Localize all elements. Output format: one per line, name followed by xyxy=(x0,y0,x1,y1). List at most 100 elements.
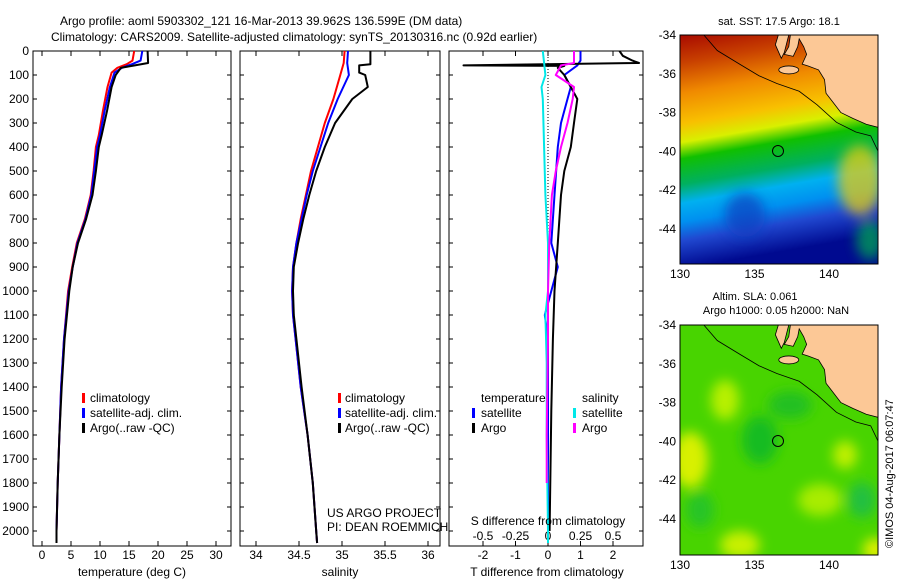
series-line-argo-raw-qc xyxy=(55,50,150,543)
sla-map-title: Altim. SLA: 0.061 xyxy=(713,291,798,303)
legend-label: climatology xyxy=(90,391,150,405)
sla-land xyxy=(703,325,878,442)
x-tick-label: 34 xyxy=(249,548,263,562)
series-line-t-argo xyxy=(462,50,640,532)
map-y-tick-label: -34 xyxy=(659,28,677,42)
sla-low-patch xyxy=(686,492,714,528)
map-y-tick-label: -36 xyxy=(659,67,677,81)
series-line-argo-raw-qc xyxy=(292,51,372,544)
x2-tick-label: -0.5 xyxy=(473,529,494,543)
y-tick-label: 1600 xyxy=(2,428,29,442)
x-tick-label: 5 xyxy=(68,548,75,562)
x2-tick-label: 0.5 xyxy=(605,529,622,543)
legend-label: Argo xyxy=(481,421,507,435)
sla-map-frame xyxy=(679,324,879,556)
figure-title-line2: Climatology: CARS2009. Satellite-adjuste… xyxy=(51,30,537,44)
x-tick-label: 1 xyxy=(577,548,584,562)
sst-green-patch xyxy=(856,220,878,260)
map-x-tick-label: 140 xyxy=(819,558,839,572)
legend-label: Argo(..raw -QC) xyxy=(345,421,430,435)
map-y-tick-label: -34 xyxy=(659,318,677,332)
y-tick-label: 1500 xyxy=(2,404,29,418)
x2-axis-label-s-difference: S difference from climatology xyxy=(471,514,626,528)
sla-low-patch xyxy=(768,391,812,419)
sst-land xyxy=(703,35,878,152)
map-y-tick-label: -38 xyxy=(659,106,677,120)
map-y-tick-label: -44 xyxy=(659,512,677,526)
land-peninsula xyxy=(774,325,790,350)
x-tick-label: 10 xyxy=(93,548,107,562)
x-tick-label: -2 xyxy=(478,548,489,562)
x-tick-label: 0 xyxy=(545,548,552,562)
y-tick-label: 500 xyxy=(9,164,29,178)
y-tick-label: 400 xyxy=(9,140,29,154)
legend-swatch-s-satellite xyxy=(573,408,576,418)
series-line-climatology xyxy=(291,50,346,544)
legend-swatch-satellite xyxy=(338,408,341,418)
difference-panel-frame xyxy=(448,50,644,547)
sla-low-patch xyxy=(848,482,876,518)
legend-title-temperature: temperature xyxy=(481,391,546,405)
map-y-tick-label: -40 xyxy=(659,434,677,448)
sst-map-title: sat. SST: 17.5 Argo: 18.1 xyxy=(718,16,840,28)
sla-high-patch xyxy=(680,432,708,488)
legend-label: satellite xyxy=(582,406,623,420)
sst-argo-position-marker xyxy=(772,145,784,157)
x2-tick-label: 0.25 xyxy=(569,529,593,543)
y-tick-label: 1800 xyxy=(2,476,29,490)
map-x-tick-label: 135 xyxy=(744,558,764,572)
y-tick-label: 1300 xyxy=(2,356,29,370)
legend-label: satellite xyxy=(481,406,522,420)
map-x-tick-label: 130 xyxy=(670,267,690,281)
y-tick-label: 700 xyxy=(9,212,29,226)
y-tick-label: 100 xyxy=(9,68,29,82)
x-tick-label: -1 xyxy=(510,548,521,562)
sla-high-patch xyxy=(833,441,857,469)
legend-swatch-climatology xyxy=(338,393,341,403)
project-annotation: US ARGO PROJECT xyxy=(327,506,442,520)
land-mainland xyxy=(783,325,878,418)
x-tick-label: 0 xyxy=(39,548,46,562)
x-tick-label: 36 xyxy=(421,548,435,562)
profile-series xyxy=(55,50,640,544)
legend-swatch-climatology xyxy=(82,393,85,403)
sla-map xyxy=(680,325,878,555)
land-peninsula xyxy=(774,35,790,60)
x-tick-label: 30 xyxy=(209,548,223,562)
y-tick-label: 900 xyxy=(9,260,29,274)
sla-argo-position-marker xyxy=(772,435,784,447)
map-x-tick-label: 140 xyxy=(819,267,839,281)
legend-swatch-t-satellite xyxy=(472,408,475,418)
sla-high-patch xyxy=(798,484,842,516)
x-tick-label: 20 xyxy=(151,548,165,562)
map-y-tick-label: -42 xyxy=(659,183,677,197)
x-axis-label-t-difference: T difference from climatology xyxy=(470,565,624,579)
y-tick-label: 600 xyxy=(9,188,29,202)
map-x-tick-label: 135 xyxy=(744,267,764,281)
y-tick-label: 0 xyxy=(22,44,29,58)
y-tick-label: 1400 xyxy=(2,380,29,394)
temperature-panel-frame xyxy=(32,50,232,547)
y-tick-label: 200 xyxy=(9,92,29,106)
sst-cool-patch xyxy=(725,193,765,237)
legend-swatch-s-argo xyxy=(573,423,576,433)
map-x-tick-label: 130 xyxy=(670,558,690,572)
y-tick-label: 1700 xyxy=(2,452,29,466)
salinity-panel-frame xyxy=(239,50,441,547)
temperature-legend: climatology satellite-adj. clim. Argo(..… xyxy=(82,391,182,435)
legend-swatch-satellite xyxy=(82,408,85,418)
map-y-tick-label: -42 xyxy=(659,473,677,487)
x-tick-label: 35 xyxy=(335,548,349,562)
legend-label: climatology xyxy=(345,391,405,405)
y-tick-label: 300 xyxy=(9,116,29,130)
bathymetry-contour xyxy=(703,325,878,442)
y-tick-label: 2000 xyxy=(2,524,29,538)
legend-label: Argo xyxy=(582,421,608,435)
figure-title-line1: Argo profile: aoml 5903302_121 16-Mar-20… xyxy=(60,14,462,28)
x2-tick-label: -0.25 xyxy=(502,529,530,543)
legend-swatch-argo xyxy=(82,423,85,433)
x-axis-label-salinity: salinity xyxy=(322,565,359,579)
y-tick-label: 1900 xyxy=(2,500,29,514)
series-line-satellite-adj-clim xyxy=(291,50,350,544)
